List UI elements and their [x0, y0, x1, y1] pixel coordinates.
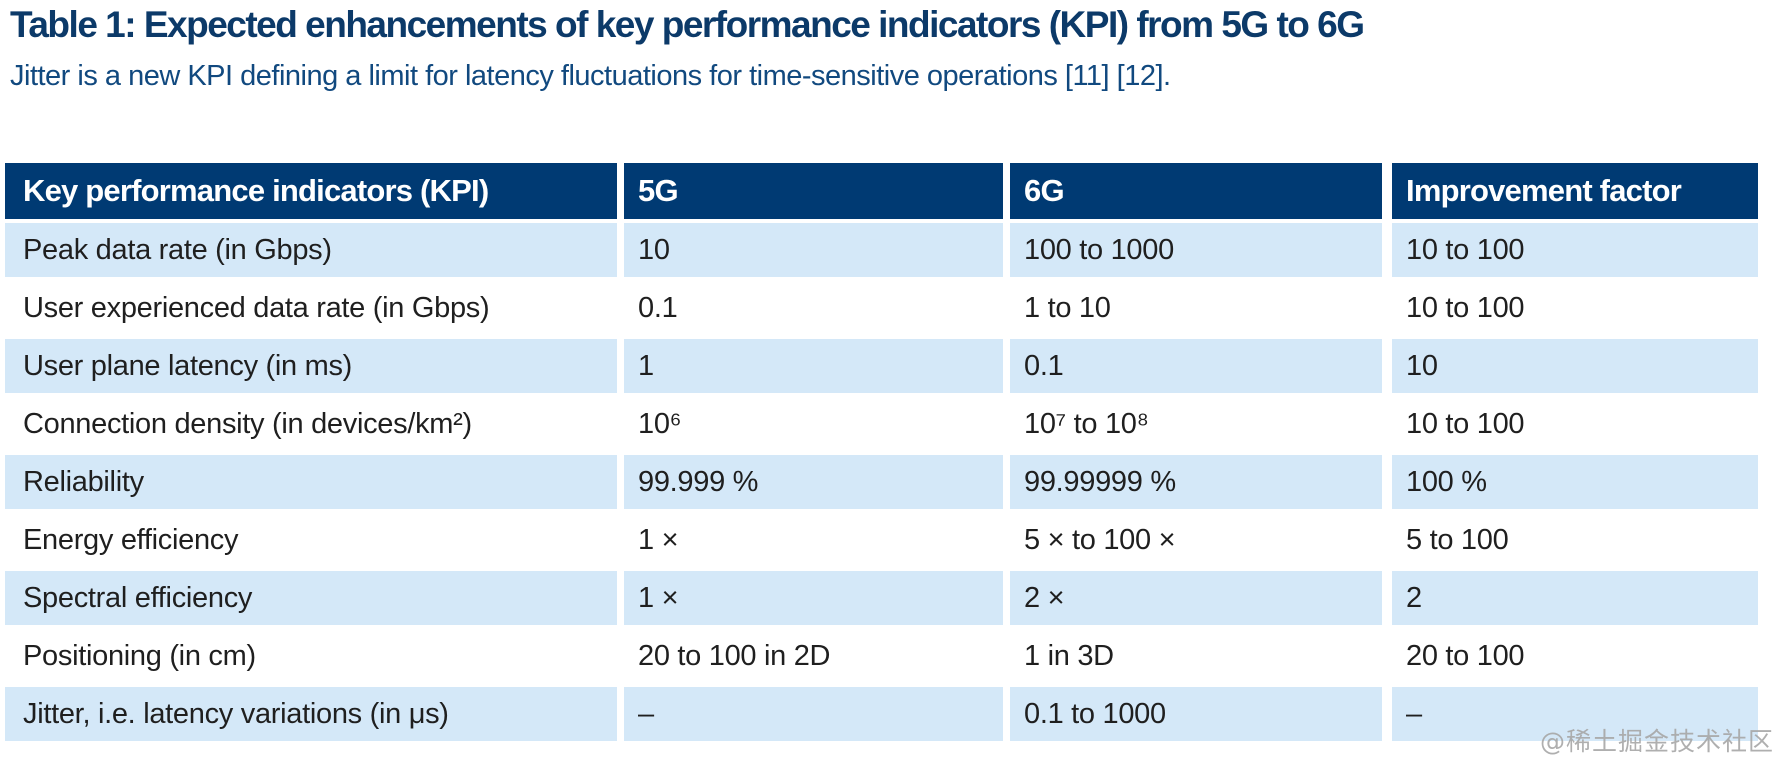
cell-improvement: 5 to 100	[1382, 509, 1758, 567]
cell-5g: 99.999 %	[617, 451, 1003, 509]
cell-kpi: Peak data rate (in Gbps)	[5, 219, 617, 277]
cell-kpi: Reliability	[5, 451, 617, 509]
cell-5g: 1 ×	[617, 509, 1003, 567]
column-header-improvement-factor: Improvement factor	[1382, 163, 1758, 219]
cell-improvement: 20 to 100	[1382, 625, 1758, 683]
cell-kpi: User experienced data rate (in Gbps)	[5, 277, 617, 335]
watermark: @稀土掘金技术社区	[1539, 727, 1774, 756]
table-caption: Jitter is a new KPI defining a limit for…	[10, 60, 1171, 92]
table-row: Reliability 99.999 % 99.99999 % 100 %	[5, 451, 1758, 509]
cell-6g: 1 in 3D	[1003, 625, 1382, 683]
cell-6g: 0.1 to 1000	[1003, 683, 1382, 741]
cell-kpi: Connection density (in devices/km²)	[5, 393, 617, 451]
cell-kpi: Energy efficiency	[5, 509, 617, 567]
cell-kpi: User plane latency (in ms)	[5, 335, 617, 393]
cell-6g: 2 ×	[1003, 567, 1382, 625]
cell-5g: –	[617, 683, 1003, 741]
cell-kpi: Jitter, i.e. latency variations (in μs)	[5, 683, 617, 741]
table-row: Spectral efficiency 1 × 2 × 2	[5, 567, 1758, 625]
cell-improvement: 10	[1382, 335, 1758, 393]
column-header-6g: 6G	[1003, 163, 1382, 219]
cell-6g: 99.99999 %	[1003, 451, 1382, 509]
kpi-table-header: Key performance indicators (KPI) 5G 6G I…	[5, 163, 1758, 219]
cell-5g: 10⁶	[617, 393, 1003, 451]
cell-5g: 1 ×	[617, 567, 1003, 625]
cell-6g: 0.1	[1003, 335, 1382, 393]
cell-5g: 10	[617, 219, 1003, 277]
cell-kpi: Positioning (in cm)	[5, 625, 617, 683]
cell-improvement: 10 to 100	[1382, 219, 1758, 277]
column-header-5g: 5G	[617, 163, 1003, 219]
table-row: Energy efficiency 1 × 5 × to 100 × 5 to …	[5, 509, 1758, 567]
cell-5g: 20 to 100 in 2D	[617, 625, 1003, 683]
cell-5g: 1	[617, 335, 1003, 393]
kpi-table-body: Peak data rate (in Gbps) 10 100 to 1000 …	[5, 219, 1758, 741]
table-row: User plane latency (in ms) 1 0.1 10	[5, 335, 1758, 393]
cell-improvement: 10 to 100	[1382, 277, 1758, 335]
table-row: Peak data rate (in Gbps) 10 100 to 1000 …	[5, 219, 1758, 277]
cell-6g: 1 to 10	[1003, 277, 1382, 335]
kpi-table: Key performance indicators (KPI) 5G 6G I…	[5, 163, 1758, 741]
cell-improvement: –	[1382, 683, 1758, 741]
cell-6g: 10⁷ to 10⁸	[1003, 393, 1382, 451]
cell-6g: 5 × to 100 ×	[1003, 509, 1382, 567]
table-row: User experienced data rate (in Gbps) 0.1…	[5, 277, 1758, 335]
column-header-kpi: Key performance indicators (KPI)	[5, 163, 617, 219]
cell-improvement: 10 to 100	[1382, 393, 1758, 451]
table-row: Connection density (in devices/km²) 10⁶ …	[5, 393, 1758, 451]
table-title: Table 1: Expected enhancements of key pe…	[10, 4, 1365, 45]
table-row: Positioning (in cm) 20 to 100 in 2D 1 in…	[5, 625, 1758, 683]
cell-improvement: 100 %	[1382, 451, 1758, 509]
cell-6g: 100 to 1000	[1003, 219, 1382, 277]
header-row: Key performance indicators (KPI) 5G 6G I…	[5, 163, 1758, 219]
table-row: Jitter, i.e. latency variations (in μs) …	[5, 683, 1758, 741]
cell-5g: 0.1	[617, 277, 1003, 335]
cell-kpi: Spectral efficiency	[5, 567, 617, 625]
cell-improvement: 2	[1382, 567, 1758, 625]
